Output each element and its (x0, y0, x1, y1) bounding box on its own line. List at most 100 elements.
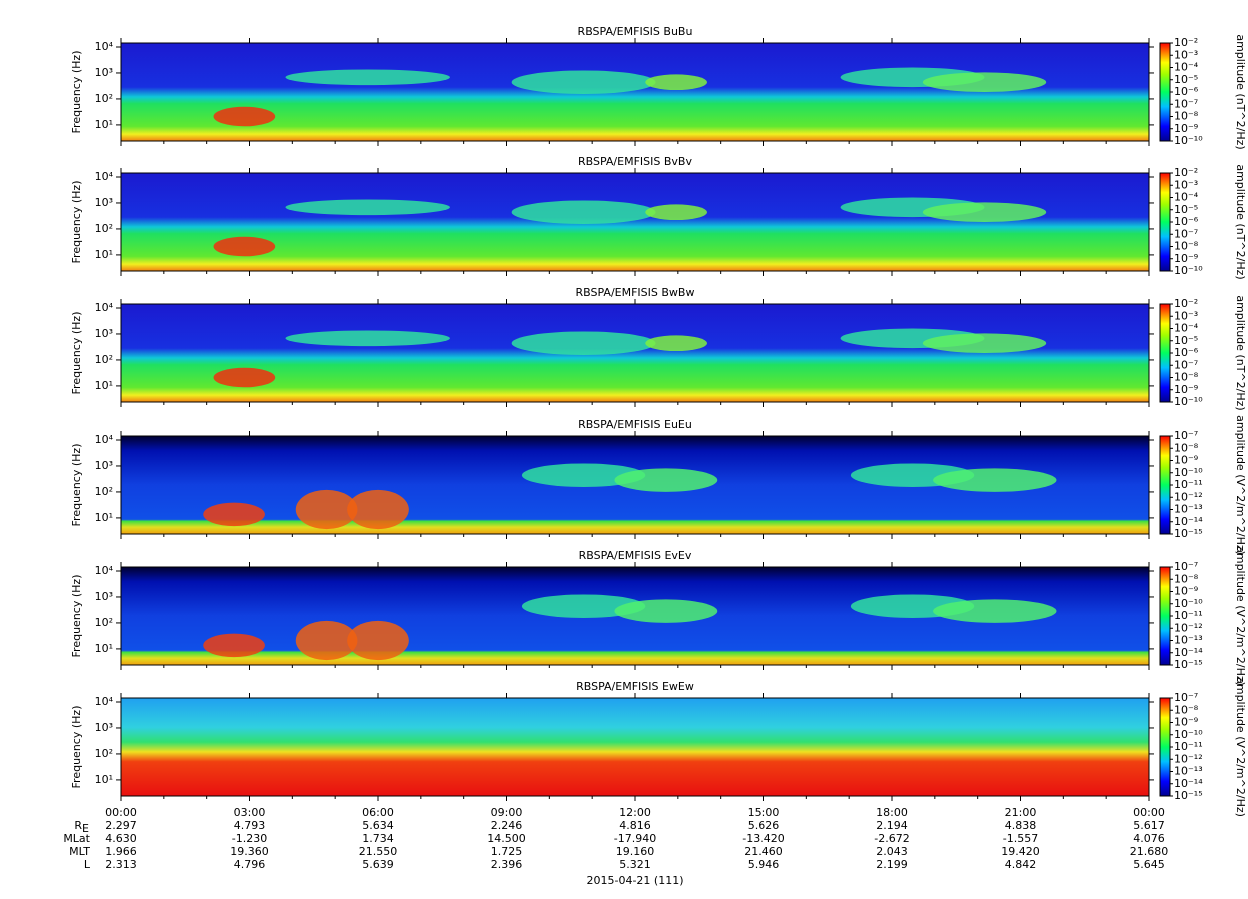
colorbar-tick-label: 10⁻⁴ (1174, 322, 1199, 335)
colorbar-tick-label: 10⁻⁹ (1174, 716, 1198, 729)
colorbar-tick-label: 10⁻⁹ (1174, 454, 1198, 467)
spectrogram-feature (933, 599, 1057, 623)
x-tick-label: 12:00 (619, 806, 651, 819)
ephemeris-value: -1.557 (1003, 832, 1038, 845)
colorbar-tick-label: 10⁻⁹ (1174, 252, 1198, 265)
spectrogram-feature (285, 199, 450, 216)
y-axis-label: Frequency (Hz) (70, 312, 83, 395)
y-tick-label: 10³ (95, 459, 113, 472)
colorbar-tick-label: 10⁻⁸ (1174, 703, 1199, 716)
spectrogram-feature (511, 70, 656, 94)
ephemeris-value: 21.550 (359, 845, 398, 858)
spectrogram-feature (285, 330, 450, 347)
spectrogram-feature (521, 594, 646, 618)
colorbar-tick-label: 10⁻¹⁰ (1174, 466, 1203, 479)
ephemeris-value: 4.793 (234, 819, 266, 832)
y-tick-label: 10³ (95, 327, 113, 340)
spectrogram-image (121, 304, 1149, 402)
y-tick-label: 10² (95, 92, 113, 105)
colorbar-label: amplitude (nT^2/Hz) (1234, 34, 1247, 149)
ephemeris-value: 5.626 (748, 819, 780, 832)
spectrogram-background (121, 304, 1149, 402)
spectrogram-background (121, 698, 1149, 796)
ephemeris-value: -17.940 (614, 832, 656, 845)
ephemeris-value: 4.816 (619, 819, 651, 832)
colorbar-tick-label: 10⁻¹⁴ (1174, 515, 1203, 528)
spectrogram-image (121, 567, 1149, 665)
ephemeris-label: MLT (69, 845, 90, 858)
colorbar-label: amplitude (V^2/m^2/Hz) (1234, 546, 1247, 686)
colorbar-tick-label: 10⁻² (1174, 297, 1198, 310)
colorbar-tick-label: 10⁻⁹ (1174, 383, 1198, 396)
spectrogram-panel: RBSPA/EMFISIS BuBu Frequency (Hz) 10¹ 10² 10… (70, 25, 1247, 150)
colorbar-tick-label: 10⁻¹⁴ (1174, 646, 1203, 659)
ephemeris-value: -13.420 (742, 832, 784, 845)
spectrogram-image (121, 173, 1149, 271)
y-tick-label: 10⁴ (95, 433, 114, 446)
spectrogram-feature (295, 620, 358, 661)
y-tick-label: 10¹ (95, 511, 113, 524)
spectrogram-image (121, 43, 1149, 141)
y-tick-label: 10² (95, 747, 113, 760)
spectrogram-feature (213, 236, 276, 257)
y-tick-label: 10² (95, 222, 113, 235)
panel-title: RBSPA/EMFISIS BwBw (576, 286, 695, 299)
spectrogram-feature (511, 331, 656, 355)
y-tick-label: 10² (95, 616, 113, 629)
colorbar-tick-label: 10⁻⁹ (1174, 585, 1198, 598)
ephemeris-value: -1.230 (232, 832, 267, 845)
spectrogram-feature (645, 335, 707, 352)
ephemeris-value: 14.500 (487, 832, 526, 845)
spectrogram-panel: RBSPA/EMFISIS BvBv Frequency (Hz) 10¹ 10² 10… (70, 155, 1247, 280)
colorbar-tick-label: 10⁻¹⁵ (1174, 789, 1203, 802)
spectrogram-background (121, 43, 1149, 141)
colorbar-tick-label: 10⁻¹² (1174, 490, 1203, 503)
ephemeris-value: 5.645 (1133, 858, 1165, 871)
colorbar-tick-label: 10⁻¹¹ (1174, 609, 1203, 622)
ephemeris-value: 19.360 (230, 845, 269, 858)
colorbar-tick-label: 10⁻¹⁵ (1174, 527, 1203, 540)
spectrogram-feature (347, 489, 409, 530)
spectrogram-feature (203, 633, 265, 658)
colorbar-tick-label: 10⁻⁷ (1174, 560, 1198, 573)
spectrogram-feature (645, 204, 707, 221)
y-tick-label: 10¹ (95, 642, 113, 655)
y-tick-label: 10⁴ (95, 170, 114, 183)
x-tick-label: 06:00 (362, 806, 394, 819)
spectrogram-image (121, 436, 1149, 534)
spectrogram-feature (922, 202, 1047, 222)
colorbar-label: amplitude (nT^2/Hz) (1234, 164, 1247, 279)
ephemeris-value: 5.946 (748, 858, 780, 871)
spectrogram-feature (203, 502, 265, 527)
spectrogram-panel: RBSPA/EMFISIS EwEw Frequency (Hz) 10¹ 10² 10… (70, 677, 1247, 817)
colorbar-tick-label: 10⁻¹¹ (1174, 740, 1203, 753)
ephemeris-value: 4.838 (1005, 819, 1037, 832)
colorbar-tick-label: 10⁻⁵ (1174, 203, 1198, 216)
spectrogram-feature (521, 463, 646, 487)
ephemeris-value: 4.630 (105, 832, 137, 845)
x-tick-label: 03:00 (234, 806, 266, 819)
y-axis-label: Frequency (Hz) (70, 51, 83, 134)
colorbar-tick-label: 10⁻⁵ (1174, 334, 1198, 347)
spectrogram-feature (933, 468, 1057, 492)
colorbar-tick-label: 10⁻¹⁰ (1174, 264, 1203, 277)
colorbar (1159, 172, 1171, 272)
panel-title: RBSPA/EMFISIS EvEv (579, 549, 692, 562)
y-tick-label: 10¹ (95, 773, 113, 786)
spectrogram-panel: RBSPA/EMFISIS EuEu Frequency (Hz) 10¹ 10² 10… (70, 415, 1247, 555)
ephemeris-value: 1.725 (491, 845, 523, 858)
colorbar-tick-label: 10⁻¹² (1174, 621, 1203, 634)
colorbar-tick-label: 10⁻¹⁴ (1174, 777, 1203, 790)
spectrogram-feature (922, 72, 1047, 92)
x-tick-label: 15:00 (748, 806, 780, 819)
colorbar-tick-label: 10⁻⁸ (1174, 572, 1199, 585)
spectrogram-feature (511, 200, 656, 224)
y-tick-label: 10³ (95, 721, 113, 734)
ephemeris-value: 2.396 (491, 858, 523, 871)
colorbar-tick-label: 10⁻¹⁰ (1174, 728, 1203, 741)
colorbar-tick-label: 10⁻⁴ (1174, 191, 1199, 204)
colorbar (1159, 303, 1171, 403)
spectrogram-feature (213, 106, 276, 127)
y-tick-label: 10² (95, 353, 113, 366)
colorbar-tick-label: 10⁻² (1174, 36, 1198, 49)
